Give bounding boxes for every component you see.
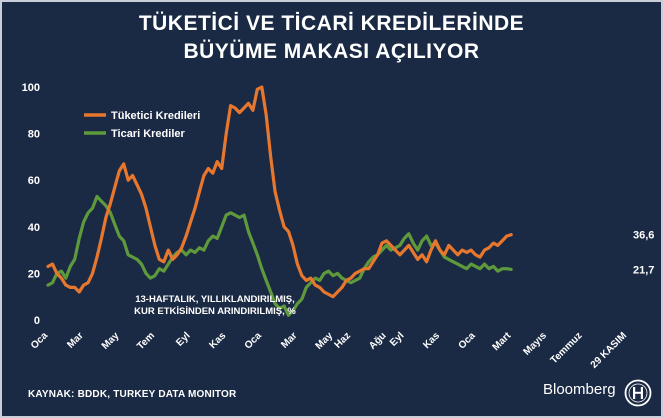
- series-lines: [46, 85, 513, 317]
- end-value-label: 21,7: [633, 264, 654, 276]
- x-tick-label: Oca: [457, 330, 478, 351]
- x-tick-label: Oca: [243, 330, 264, 351]
- x-tick-label: 29 KASIM: [589, 330, 629, 370]
- x-tick-label: Kas: [208, 330, 229, 351]
- y-axis: 0 20 40 60 80 100: [22, 82, 40, 327]
- chart-title-line-2: BÜYÜME MAKASI AÇILIYOR: [183, 40, 480, 63]
- x-tick-label: Mart: [491, 330, 514, 353]
- legend: Tüketici Kredileri Ticari Krediler: [84, 110, 200, 140]
- x-tick-label: Mar: [65, 330, 85, 350]
- x-tick-label: Temmuz: [549, 330, 585, 366]
- x-tick-label: Mayıs: [522, 330, 550, 358]
- bloomberg-logo: Bloomberg: [543, 381, 616, 398]
- x-tick-label: Eyl: [174, 330, 193, 349]
- end-labels: 36,6 21,7: [633, 230, 654, 277]
- x-tick-label: Tem: [135, 330, 157, 352]
- y-tick-label: 60: [28, 175, 40, 187]
- source-note: KAYNAK: BDDK, TURKEY DATA MONITOR: [28, 389, 237, 400]
- x-tick-label: Ağu: [367, 330, 389, 352]
- x-tick-label: May: [314, 330, 336, 352]
- end-value-label: 36,6: [633, 230, 654, 242]
- y-tick-label: 40: [28, 222, 40, 234]
- x-tick-label: May: [100, 330, 122, 352]
- legend-label: Tüketici Kredileri: [111, 110, 200, 122]
- y-tick-label: 100: [22, 82, 40, 94]
- y-tick-label: 20: [28, 268, 40, 280]
- y-tick-label: 80: [28, 129, 40, 141]
- x-tick-label: Haz: [333, 330, 353, 350]
- x-tick-label: Mar: [279, 330, 299, 350]
- annotation-line: 13-HAFTALIK, YILLIKLANDIRILMIŞ,: [135, 294, 295, 305]
- x-tick-label: Kas: [421, 330, 442, 351]
- x-tick-label: Oca: [29, 330, 50, 351]
- series-line-0: [46, 85, 513, 299]
- y-tick-label: 0: [34, 315, 40, 327]
- annotation-line: KUR ETKİSİNDEN ARINDIRILMIŞ, %: [134, 306, 296, 317]
- chart-annotation: 13-HAFTALIK, YILLIKLANDIRILMIŞ,KUR ETKİS…: [134, 294, 296, 317]
- seal-logo-icon: [624, 379, 652, 407]
- legend-label: Ticari Krediler: [111, 128, 185, 140]
- x-tick-label: Eyl: [388, 330, 407, 349]
- chart-title-line-1: TÜKETİCİ VE TİCARİ KREDİLERİNDE: [138, 12, 525, 35]
